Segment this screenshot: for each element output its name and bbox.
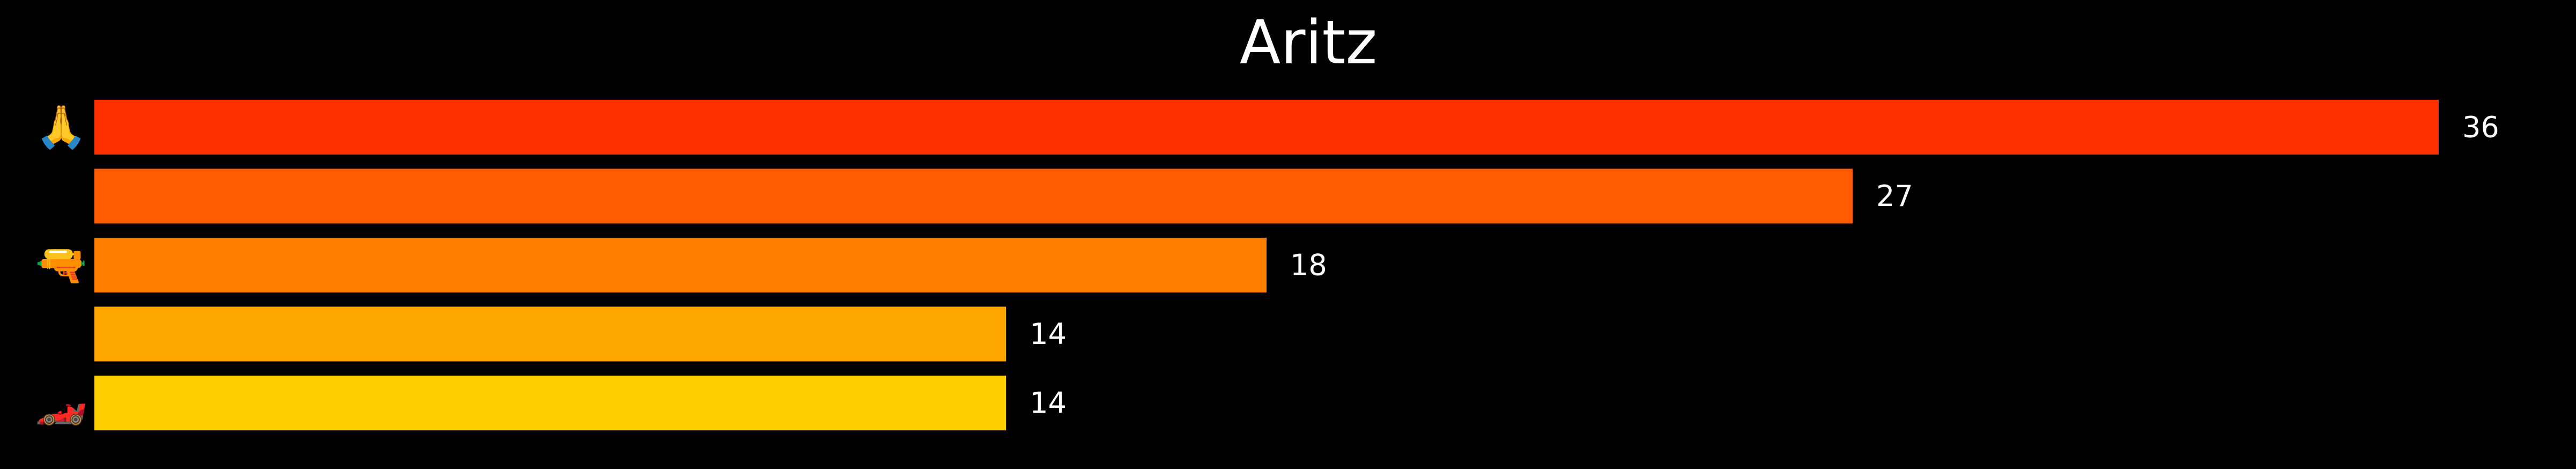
value-label-2: 18 xyxy=(1290,248,1327,282)
bar-3 xyxy=(94,306,1006,362)
value-label-1: 27 xyxy=(1876,179,1913,213)
category-label-3: 😫 xyxy=(39,310,83,358)
bar-1 xyxy=(94,168,1853,224)
chart-title: Aritz xyxy=(1240,8,1377,78)
bars-group: 36 🙏 27 😔 18 🔫 14 😫 14 🏎️ xyxy=(35,100,2499,430)
category-label-0: 🙏 xyxy=(35,103,87,151)
category-label-4: 🏎️ xyxy=(35,379,87,427)
value-label-3: 14 xyxy=(1030,317,1067,351)
value-label-4: 14 xyxy=(1030,386,1067,420)
bar-0 xyxy=(94,100,2439,155)
value-label-0: 36 xyxy=(2462,111,2499,144)
bar-4 xyxy=(94,376,1006,430)
category-label-1: 😔 xyxy=(39,172,83,221)
bar-2 xyxy=(94,238,1267,292)
category-label-2: 🔫 xyxy=(35,241,87,289)
